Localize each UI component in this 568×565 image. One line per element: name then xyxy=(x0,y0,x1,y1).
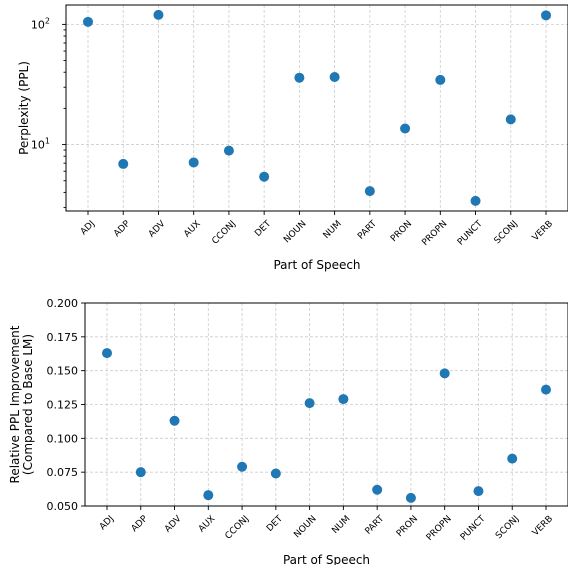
y-tick-label: 0.050 xyxy=(47,500,79,513)
x-tick-label: VERB xyxy=(531,219,555,243)
x-tick-label: SCONJ xyxy=(493,219,520,246)
data-point xyxy=(118,158,129,169)
data-point xyxy=(237,461,248,472)
x-tick-label: ADP xyxy=(130,514,151,535)
data-point xyxy=(439,368,450,379)
y-tick-label: 0.125 xyxy=(47,399,79,412)
x-tick-label: PRON xyxy=(389,219,414,244)
plot-frame xyxy=(84,302,568,507)
data-point xyxy=(470,195,481,206)
x-tick-label: AUX xyxy=(197,514,217,534)
data-point xyxy=(294,72,305,83)
x-tick-label: PART xyxy=(356,219,379,242)
x-tick-label: PART xyxy=(364,514,387,537)
data-point xyxy=(507,453,518,464)
data-point xyxy=(541,384,551,395)
data-point xyxy=(135,467,146,478)
data-point xyxy=(405,492,416,503)
data-point xyxy=(435,74,446,85)
data-point xyxy=(153,9,164,20)
perplexity-chart: 101 102 ADJ ADP ADV AUX CCONJ DET NOUN NUM PART PRO… xyxy=(17,4,568,272)
x-tick-label: VERB xyxy=(531,514,555,538)
x-tick-label: PROPN xyxy=(420,219,449,248)
x-tick-label: DET xyxy=(265,514,285,534)
x-axis-title: Part of Speech xyxy=(283,553,370,565)
x-tick-label: NOUN xyxy=(282,219,308,245)
x-tick-label: PUNCT xyxy=(459,514,488,543)
x-tick-label: PUNCT xyxy=(456,219,485,248)
data-point xyxy=(372,484,383,495)
data-point xyxy=(223,145,234,156)
x-tick-label: NUM xyxy=(322,219,344,241)
data-point xyxy=(188,157,199,168)
data-point xyxy=(102,348,112,359)
x-tick-label: ADP xyxy=(112,219,133,240)
x-tick-label: ADV xyxy=(163,513,184,534)
data-point xyxy=(259,171,270,182)
data-point xyxy=(473,486,484,497)
data-point xyxy=(338,394,349,405)
relative-improvement-chart: 0.050 0.075 0.100 0.125 0.150 0.175 0.200 ADJ AD… xyxy=(8,297,568,565)
x-tick-label: ADJ xyxy=(98,514,116,532)
y-axis-title: Perplexity (PPL) xyxy=(17,61,31,155)
data-point xyxy=(203,490,214,501)
x-tick-label: CCONJ xyxy=(210,219,238,247)
data-point xyxy=(304,398,315,409)
data-point xyxy=(83,16,93,27)
x-tick-label: PROPN xyxy=(425,514,454,543)
x-tick-label: ADJ xyxy=(79,219,97,237)
data-point xyxy=(400,123,411,134)
y-tick-label: 0.200 xyxy=(47,297,79,310)
y-tick-label: 101 xyxy=(31,137,50,152)
data-point xyxy=(270,468,281,479)
x-tick-label: CCONJ xyxy=(224,514,252,542)
data-point xyxy=(505,114,516,125)
data-point xyxy=(169,415,180,426)
plot-frame xyxy=(65,4,568,212)
y-tick-label: 0.075 xyxy=(47,466,79,479)
x-tick-label: ADV xyxy=(147,218,168,239)
x-tick-label: PRON xyxy=(395,514,420,539)
data-point xyxy=(329,71,340,82)
y-tick-label: 102 xyxy=(31,16,50,31)
x-tick-label: NUM xyxy=(330,514,352,536)
data-point xyxy=(541,10,551,21)
x-tick-label: DET xyxy=(253,219,273,239)
y-axis-title: Relative PPL Improvement(Compared to Bas… xyxy=(8,325,35,483)
y-tick-label: 0.175 xyxy=(47,331,79,344)
y-tick-label: 0.100 xyxy=(47,432,79,445)
x-tick-label: SCONJ xyxy=(494,514,521,541)
x-axis-title: Part of Speech xyxy=(273,258,360,272)
data-point xyxy=(364,186,375,197)
y-tick-label: 0.150 xyxy=(47,365,79,378)
x-tick-label: AUX xyxy=(182,219,202,239)
x-tick-label: NOUN xyxy=(292,514,318,540)
